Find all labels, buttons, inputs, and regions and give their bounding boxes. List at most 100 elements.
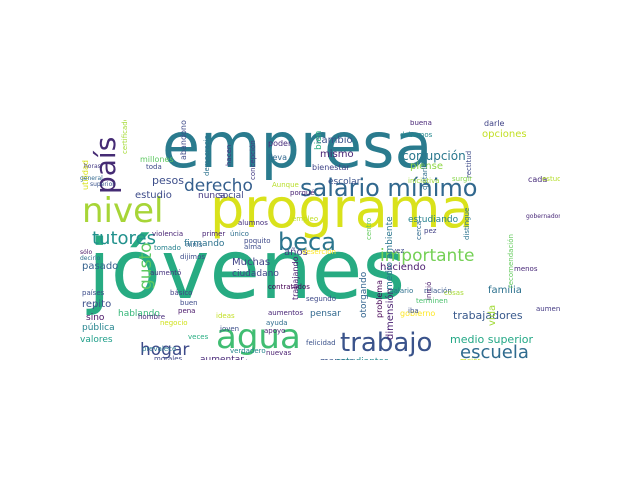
word: salario (390, 287, 414, 295)
word: horas (84, 163, 101, 170)
word: centro (365, 217, 373, 240)
word: decirlo (80, 255, 101, 262)
word: tomado (154, 244, 181, 252)
word: beca (278, 228, 336, 256)
word: gobierno (400, 309, 436, 318)
word: buena (410, 120, 432, 127)
word: empleo (292, 215, 319, 223)
word: deserción (302, 248, 336, 256)
word: opciones (482, 129, 527, 140)
word: primer (202, 230, 226, 238)
word: repito (82, 299, 112, 310)
word: distingue (463, 207, 471, 240)
word: inició (425, 281, 433, 300)
word: verdadero (230, 347, 266, 355)
word: hombre (138, 313, 166, 321)
word: haciendo (380, 262, 426, 273)
word: certificado (121, 120, 129, 154)
word: problema (375, 279, 384, 318)
word: buen (180, 299, 198, 307)
word: lleva (268, 153, 288, 162)
word: nuevas (266, 349, 292, 357)
word: importante (380, 246, 475, 266)
word: valores (80, 335, 113, 345)
word: escuela (460, 342, 529, 361)
word: firmando (184, 239, 225, 249)
word: aumentar (200, 355, 244, 361)
word: pesos (152, 174, 184, 187)
word: salario mínimo (300, 174, 478, 202)
word: dijimos (180, 253, 206, 261)
word: alumnos (238, 219, 268, 227)
word: poquito (244, 237, 271, 245)
word: violencia (152, 230, 184, 238)
word: prevalece (142, 345, 177, 353)
word: poder (268, 139, 292, 148)
word: programa (210, 177, 474, 240)
word: alma (244, 243, 262, 251)
word: aumentos (268, 309, 303, 317)
word: nunca (198, 191, 226, 201)
word: negocio (160, 319, 188, 327)
word: Aunque (272, 181, 299, 189)
word: ciudadano (232, 269, 279, 279)
word: toda (146, 163, 162, 171)
word: menos (514, 265, 538, 273)
word: Muchas (232, 257, 271, 268)
word: cambio (316, 135, 353, 146)
word: general (80, 175, 103, 182)
word: gobernador (526, 213, 560, 220)
word: medio superior (450, 333, 534, 346)
word: gusto (136, 242, 156, 291)
word: ninis (186, 241, 203, 249)
word: derecho (184, 176, 253, 196)
word: tutores (92, 228, 156, 249)
word: agua (216, 317, 301, 357)
word: hogar (140, 340, 190, 360)
word-cloud: empresa jóvenes programa nivel país sala… (80, 120, 560, 360)
word: familia (488, 285, 522, 296)
word: escolar (328, 177, 361, 187)
word: apoyo (264, 327, 286, 335)
word: básico (170, 289, 193, 297)
word: estudiar (542, 175, 560, 183)
word: manera (320, 358, 355, 361)
word: pensar (310, 309, 341, 319)
word: porqué (290, 189, 315, 197)
word: corrupción (402, 149, 466, 163)
word: trabajadores (453, 309, 523, 322)
word: debemos (400, 131, 433, 139)
word: superior (90, 181, 115, 188)
word: ayuda (266, 319, 288, 327)
word: contratados (268, 283, 310, 291)
word: rectitud (465, 150, 473, 178)
word: pública (82, 323, 115, 333)
word: jóvenes (88, 223, 406, 318)
word: terminen (416, 297, 448, 305)
word: iba (408, 307, 419, 315)
word: darle (484, 120, 505, 128)
word: cerca (415, 220, 423, 240)
word: hablando (118, 309, 160, 319)
word: años (284, 247, 308, 258)
word: millones (140, 155, 174, 164)
word: empresa (162, 120, 433, 182)
word: relación (424, 287, 452, 295)
word: cosas (444, 289, 464, 297)
word: nivel (82, 191, 164, 231)
word: hacen (225, 144, 233, 166)
word: países (82, 289, 105, 297)
word: pez (424, 227, 437, 235)
word: bienestar (312, 163, 350, 172)
word: único (230, 230, 249, 238)
word: surgir (452, 175, 473, 183)
word: mejor (460, 358, 480, 361)
word: estudiando (408, 215, 459, 225)
word: sino (86, 313, 105, 323)
word: morales (154, 355, 183, 361)
word: veces (188, 333, 209, 341)
word: felicidad (306, 339, 336, 347)
word: pasado (82, 261, 119, 272)
word: cada (528, 175, 548, 184)
word: democracia (203, 135, 211, 176)
